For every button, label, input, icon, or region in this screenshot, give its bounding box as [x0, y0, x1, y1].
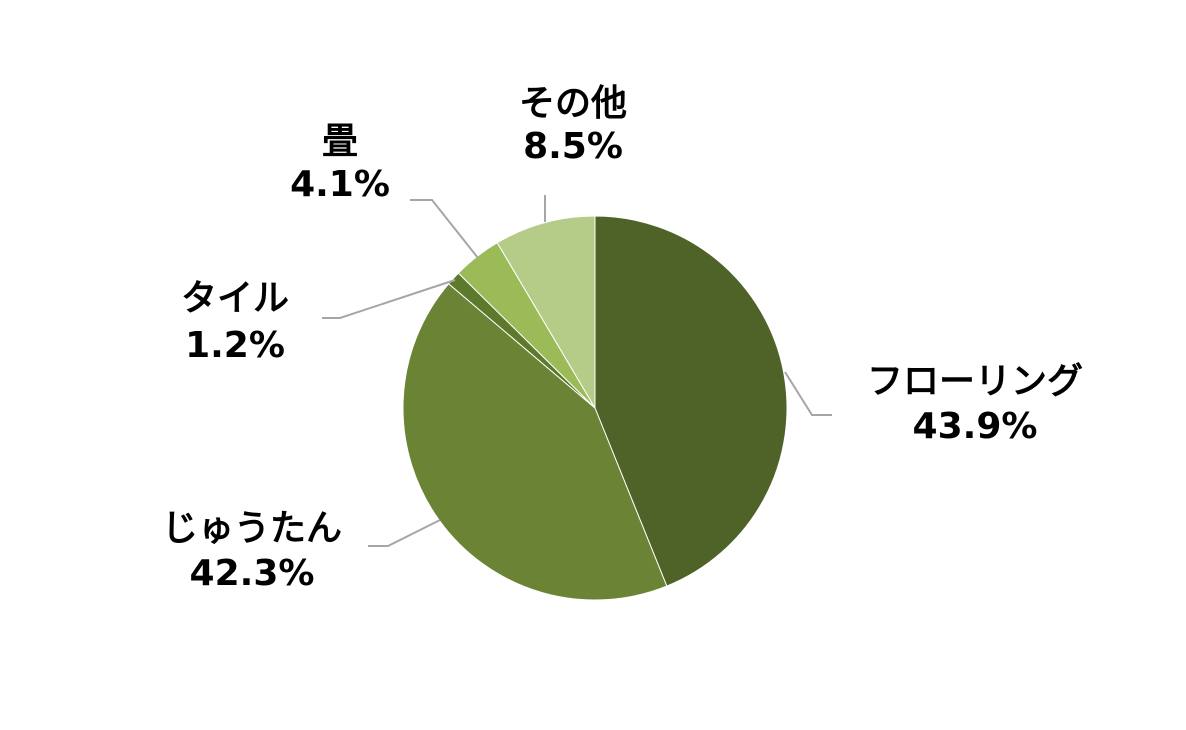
leader-line: [784, 371, 832, 416]
category-label: タイル: [181, 278, 289, 319]
category-label: その他: [519, 83, 627, 124]
leader-line: [322, 279, 456, 319]
leader-line: [410, 199, 479, 259]
value-label: 1.2%: [185, 325, 285, 366]
pie-slice: [594, 215, 788, 587]
value-label: 8.5%: [523, 126, 623, 167]
pie-slice: [496, 215, 596, 410]
category-label: フローリング: [867, 361, 1083, 402]
leader-line: [368, 519, 441, 547]
value-label: 4.1%: [290, 164, 390, 205]
value-label: 42.3%: [190, 553, 315, 594]
value-label: 43.9%: [913, 406, 1038, 447]
category-label: 畳: [322, 121, 358, 162]
category-label: じゅうたん: [162, 508, 342, 549]
